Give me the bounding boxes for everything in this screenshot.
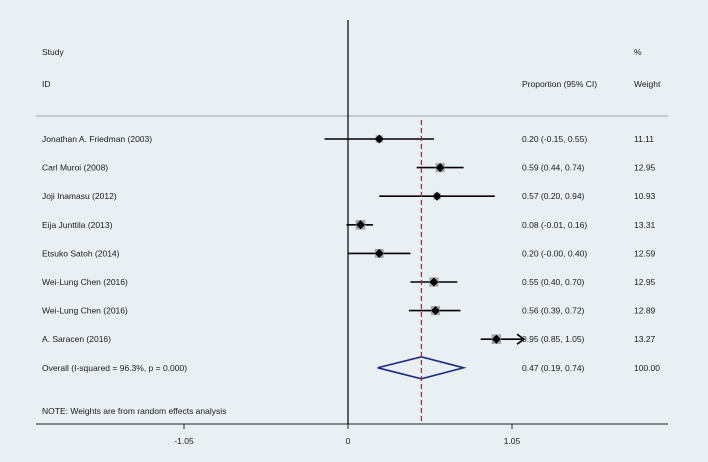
study-ci: 0.08 (-0.01, 0.16) <box>522 220 587 230</box>
study-weight: 11.11 <box>634 134 654 144</box>
x-tick-label: 0 <box>346 436 351 446</box>
study-label: Eija Junttila (2013) <box>42 220 113 230</box>
study-ci: 0.57 (0.20, 0.94) <box>522 191 585 201</box>
point-estimate <box>491 334 501 344</box>
study-ci: 0.56 (0.39, 0.72) <box>522 306 585 316</box>
ci-arrow <box>516 333 526 345</box>
study-label: Etsuko Satoh (2014) <box>42 248 120 258</box>
header-effect: Proportion (95% CI) <box>522 79 597 89</box>
overall-weight: 100.00 <box>634 363 660 373</box>
study-label: A. Saracen (2016) <box>42 334 111 344</box>
overall-diamond <box>377 355 467 380</box>
study-weight: 13.27 <box>634 334 656 344</box>
header-id: ID <box>42 79 51 89</box>
study-weight: 12.89 <box>634 306 656 316</box>
x-tick-label: -1.05 <box>174 436 194 446</box>
study-ci: 0.55 (0.40, 0.70) <box>522 277 585 287</box>
overall-ci: 0.47 (0.19, 0.74) <box>522 363 585 373</box>
study-weight: 13.31 <box>634 220 656 230</box>
study-weight: 12.95 <box>634 163 656 173</box>
point-estimate <box>432 191 442 201</box>
point-estimate <box>430 306 440 316</box>
study-label: Wei-Lung Chen (2016) <box>42 277 128 287</box>
point-estimate <box>374 134 384 144</box>
study-label: Wei-Lung Chen (2016) <box>42 306 128 316</box>
study-weight: 12.59 <box>634 248 656 258</box>
point-estimate <box>429 277 439 287</box>
study-ci: 0.95 (0.85, 1.05) <box>522 334 585 344</box>
study-ci: 0.59 (0.44, 0.74) <box>522 163 585 173</box>
study-weight: 12.95 <box>634 277 656 287</box>
header-study: Study <box>42 47 64 57</box>
point-estimate <box>435 163 445 173</box>
study-label: Carl Muroi (2008) <box>42 163 108 173</box>
x-tick-label: 1.05 <box>504 436 521 446</box>
header-weight: Weight <box>634 79 661 89</box>
point-estimate <box>374 248 384 258</box>
study-label: Joji Inamasu (2012) <box>42 191 117 201</box>
header-percent: % <box>634 47 642 57</box>
study-ci: 0.20 (-0.15, 0.55) <box>522 134 587 144</box>
footnote: NOTE: Weights are from random effects an… <box>42 406 226 416</box>
overall-label: Overall (I-squared = 96.3%, p = 0.000) <box>42 363 187 373</box>
study-ci: 0.20 (-0.00, 0.40) <box>522 248 587 258</box>
study-weight: 10.93 <box>634 191 656 201</box>
study-label: Jonathan A. Friedman (2003) <box>42 134 152 144</box>
point-estimate <box>355 220 365 230</box>
